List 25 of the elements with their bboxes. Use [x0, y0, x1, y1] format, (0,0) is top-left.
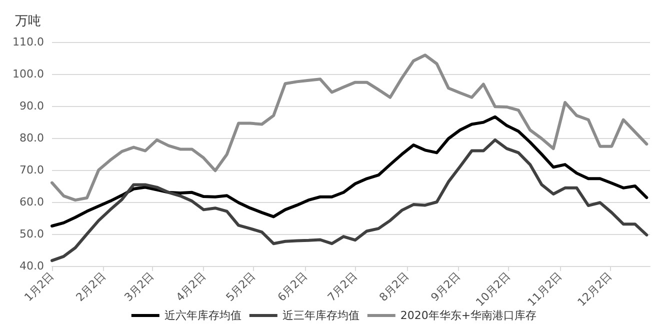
x-tick-label: 10月2日	[473, 269, 514, 309]
x-tick-label: 4月2日	[174, 269, 208, 304]
x-tick-label: 5月2日	[224, 269, 258, 304]
y-axis-title: 万吨	[15, 14, 41, 29]
x-tick-label: 3月2日	[122, 269, 157, 304]
x-tick-label: 6月2日	[275, 269, 310, 304]
y-tick-label: 50.0	[20, 228, 44, 240]
y-tick-label: 100.0	[12, 68, 44, 80]
line-series	[50, 138, 648, 262]
line-series	[50, 115, 648, 228]
y-tick-label: 90.0	[20, 100, 44, 112]
legend-label: 2020年华东+华南港口库存	[400, 309, 537, 322]
line-series	[50, 54, 648, 202]
x-tick-label: 12月2日	[575, 269, 615, 309]
y-tick-label: 70.0	[20, 164, 44, 176]
x-tick-label: 8月2日	[376, 269, 412, 304]
legend-label: 近三年库存均值	[282, 309, 360, 322]
legend-label: 近六年库存均值	[164, 309, 242, 322]
x-tick-label: 9月2日	[428, 269, 464, 304]
y-tick-label: 60.0	[20, 196, 44, 208]
y-tick-label: 110.0	[12, 36, 44, 48]
x-tick-label: 11月2日	[525, 269, 565, 309]
x-tick-label: 2月2日	[74, 269, 108, 304]
y-tick-label: 80.0	[20, 132, 44, 144]
x-tick-label: 7月2日	[325, 269, 360, 304]
